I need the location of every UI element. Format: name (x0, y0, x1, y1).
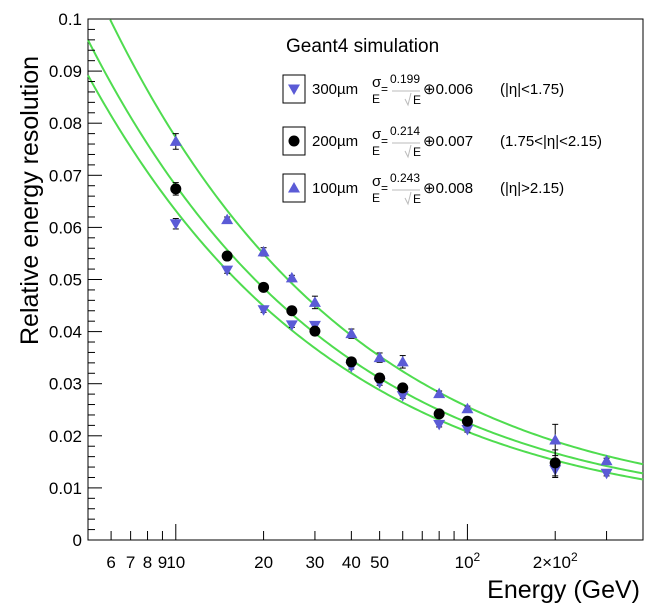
data-point-100µm (549, 433, 562, 445)
legend-sqrt-sign (404, 144, 412, 159)
data-point-200µm (309, 325, 321, 337)
y-tick-label: 0.05 (49, 271, 82, 290)
y-axis-label: Relative energy resolution (16, 56, 44, 345)
data-point-300µm (221, 265, 234, 277)
x-axis-label: Energy (GeV) (487, 576, 640, 604)
y-tick-label: 0.08 (49, 114, 82, 133)
data-point-200µm (374, 372, 386, 384)
data-point-300µm (433, 419, 446, 431)
data-point-100µm (461, 402, 474, 414)
data-point-100µm (257, 245, 270, 257)
data-point-300µm (285, 320, 298, 331)
x-tick-label: 2×102 (533, 550, 578, 572)
data-point-100µm (285, 271, 298, 283)
legend-box (282, 126, 306, 156)
x-tick-label: 9 (158, 553, 167, 572)
legend-marker-100µm (288, 182, 300, 193)
x-tick-label: 40 (342, 553, 361, 572)
legend-constant: ⊕0.007 (423, 133, 473, 150)
x-tick-label: 6 (106, 553, 115, 572)
data-point-200µm (258, 281, 270, 293)
legend-sqrt-e: E (413, 93, 421, 107)
legend-box (282, 173, 306, 203)
data-point-200µm (286, 305, 298, 317)
y-tick-label: 0.04 (49, 323, 82, 342)
x-tick-label: 30 (305, 553, 324, 572)
data-point-100µm (373, 351, 386, 363)
legend-stochastic: 0.243 (390, 171, 420, 185)
legend-e: E (372, 144, 380, 158)
legend-constant: ⊕0.008 (423, 180, 473, 197)
legend-sigma: σ (372, 126, 382, 143)
legend-sqrt-e: E (413, 145, 421, 159)
legend-equals: = (381, 134, 388, 148)
data-point-100µm (345, 327, 358, 339)
data-point-100µm (169, 135, 182, 146)
x-tick-label: 50 (370, 553, 389, 572)
legend-sqrt-sign (404, 92, 412, 107)
fit-curve-200µm (87, 39, 644, 475)
data-point-100µm (600, 454, 613, 466)
data-point-200µm (345, 356, 357, 368)
fit-curve-300µm (87, 74, 644, 481)
y-tick-label: 0.02 (49, 427, 82, 446)
legend-series-name: 200µm (312, 133, 358, 150)
legend-stochastic: 0.199 (390, 72, 420, 86)
legend-sigma: σ (372, 173, 382, 190)
data-point-100µm (433, 387, 446, 399)
legend-marker-300µm (288, 84, 300, 95)
y-tick-label: 0 (73, 531, 82, 550)
data-point-300µm (257, 305, 270, 316)
legend-region: (|η|<1.75) (500, 81, 564, 98)
axes: 0 0.01 0.02 0.03 0.04 0.05 0.06 0.07 0.08 0.09 0.1… (49, 10, 644, 572)
data-point-300µm (600, 468, 613, 480)
data-point-100µm (221, 213, 234, 225)
legend-stochastic: 0.214 (390, 124, 420, 138)
data-point-100µm (396, 355, 409, 367)
x-tick-label: 102 (455, 550, 481, 572)
annotation-text: Geant4 simulation (286, 36, 439, 57)
legend-sqrt-e: E (413, 192, 421, 206)
y-tick-label: 0.1 (58, 10, 82, 29)
data-point-200µm (221, 250, 233, 262)
data-points (169, 133, 613, 480)
legend-equals: = (381, 82, 388, 96)
legend-box (282, 74, 306, 104)
data-point-300µm (461, 425, 474, 436)
x-tick-label: 8 (143, 553, 152, 572)
x-tick-label: 20 (254, 553, 273, 572)
legend-e: E (372, 191, 380, 205)
legend-constant: ⊕0.006 (423, 81, 473, 98)
data-point-300µm (396, 391, 409, 402)
legend-equals: = (381, 181, 388, 195)
legend-sqrt-sign (404, 191, 412, 206)
legend-sigma: σ (372, 74, 382, 91)
legend-e: E (372, 92, 380, 106)
data-point-200µm (170, 183, 182, 195)
data-point-100µm (308, 296, 321, 307)
data-point-200µm (433, 408, 445, 420)
legend-marker-200µm (288, 135, 300, 147)
y-tick-label: 0.07 (49, 166, 82, 185)
legend-series-name: 100µm (312, 180, 358, 197)
data-point-300µm (169, 219, 182, 230)
data-point-200µm (549, 457, 561, 469)
data-point-200µm (461, 415, 473, 427)
legend-region: (1.75<|η|<2.15) (500, 133, 602, 150)
y-tick-label: 0.03 (49, 375, 82, 394)
y-tick-label: 0.06 (49, 218, 82, 237)
y-tick-label: 0.01 (49, 479, 82, 498)
legend-region: (|η|>2.15) (500, 180, 564, 197)
data-point-200µm (397, 382, 409, 394)
y-tick-label: 0.09 (49, 62, 82, 81)
legend-series-name: 300µm (312, 81, 358, 98)
x-tick-label: 7 (126, 553, 135, 572)
x-tick-label: 10 (166, 553, 185, 572)
